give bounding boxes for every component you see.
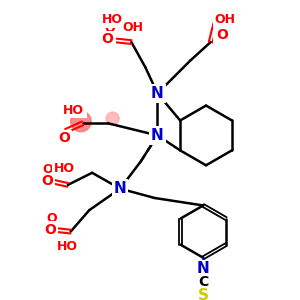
Text: O: O xyxy=(101,32,113,46)
Text: N: N xyxy=(151,86,164,101)
Text: OH: OH xyxy=(214,13,235,26)
Text: N: N xyxy=(114,181,127,196)
Text: OH: OH xyxy=(123,21,144,34)
Text: C: C xyxy=(198,275,208,289)
Text: HO: HO xyxy=(54,164,75,176)
Text: HO: HO xyxy=(65,104,86,117)
Text: HO: HO xyxy=(54,162,75,175)
Circle shape xyxy=(106,112,119,125)
Text: O: O xyxy=(215,28,225,41)
Text: N: N xyxy=(197,262,210,277)
Text: HO: HO xyxy=(102,13,123,26)
Text: O: O xyxy=(216,28,228,43)
Text: O: O xyxy=(44,223,56,237)
Text: O: O xyxy=(46,212,57,225)
Text: HO: HO xyxy=(56,240,77,253)
Text: OH: OH xyxy=(214,15,235,28)
Text: O: O xyxy=(59,134,69,147)
Text: O: O xyxy=(58,131,70,145)
Text: O: O xyxy=(41,174,53,188)
Text: HO: HO xyxy=(63,104,84,117)
Text: OH: OH xyxy=(123,21,144,34)
Text: O: O xyxy=(104,22,115,35)
Text: O: O xyxy=(42,164,52,176)
Text: HO: HO xyxy=(56,238,77,251)
Text: O: O xyxy=(103,33,114,46)
Text: N: N xyxy=(151,128,164,143)
Circle shape xyxy=(70,111,91,132)
Text: S: S xyxy=(198,288,209,300)
